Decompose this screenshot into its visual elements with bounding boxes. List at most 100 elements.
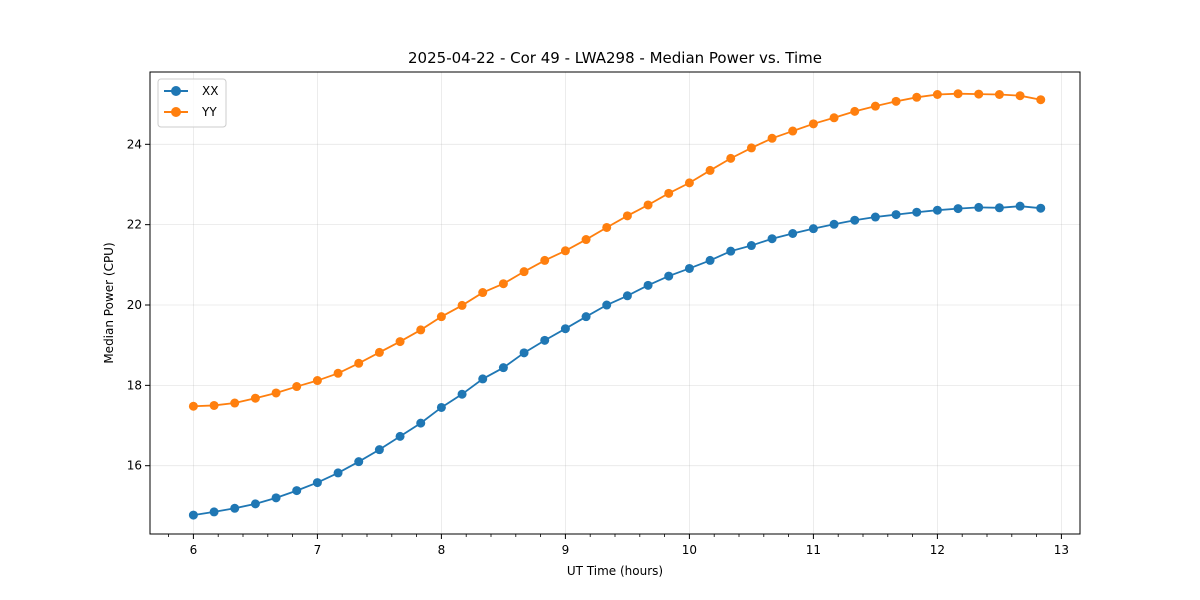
data-point-yy [622, 211, 632, 221]
data-point-xx [436, 402, 446, 412]
legend-marker-yy [171, 107, 181, 117]
legend-label-xx: XX [202, 84, 218, 98]
data-point-yy [292, 382, 302, 392]
data-point-yy [994, 89, 1004, 99]
x-tick-label: 11 [806, 543, 821, 557]
data-point-xx [250, 499, 260, 509]
data-point-xx [416, 418, 426, 428]
data-point-xx [788, 228, 798, 238]
series-layer [188, 89, 1046, 520]
data-point-yy [1015, 91, 1025, 101]
data-point-xx [932, 205, 942, 215]
data-point-xx [1015, 201, 1025, 211]
data-point-yy [643, 200, 653, 210]
data-point-yy [395, 337, 405, 347]
data-point-yy [374, 347, 384, 357]
data-point-yy [436, 312, 446, 322]
data-point-xx [953, 204, 963, 214]
y-axis-label: Median Power (CPU) [102, 242, 116, 363]
data-point-xx [560, 324, 570, 334]
data-point-yy [953, 89, 963, 99]
data-point-yy [581, 235, 591, 245]
data-point-xx [395, 431, 405, 441]
data-point-yy [250, 393, 260, 403]
data-point-xx [333, 468, 343, 478]
data-point-yy [746, 143, 756, 153]
data-point-xx [767, 234, 777, 244]
data-point-yy [808, 119, 818, 129]
data-point-yy [1036, 95, 1046, 105]
data-point-yy [767, 133, 777, 143]
series-yy [188, 89, 1046, 411]
x-tick-label: 9 [562, 543, 570, 557]
data-point-yy [209, 400, 219, 410]
data-point-yy [602, 222, 612, 232]
data-point-xx [1036, 203, 1046, 213]
data-point-yy [271, 388, 281, 398]
x-axis-label: UT Time (hours) [567, 564, 663, 578]
data-point-yy [560, 246, 570, 256]
data-point-yy [788, 126, 798, 136]
data-point-xx [271, 493, 281, 503]
data-point-xx [850, 215, 860, 225]
data-point-xx [622, 291, 632, 301]
data-point-xx [829, 219, 839, 229]
data-point-xx [994, 203, 1004, 213]
data-point-yy [870, 101, 880, 111]
x-tick-label: 6 [190, 543, 198, 557]
data-point-xx [478, 374, 488, 384]
legend-label-yy: YY [201, 105, 217, 119]
legend-marker-xx [171, 86, 181, 96]
data-point-xx [498, 363, 508, 373]
data-point-yy [726, 153, 736, 163]
data-point-xx [870, 212, 880, 222]
data-point-yy [540, 255, 550, 265]
y-tick-label: 24 [127, 137, 142, 151]
data-point-yy [705, 165, 715, 175]
data-point-xx [354, 457, 364, 467]
x-tick-label: 13 [1054, 543, 1069, 557]
data-point-xx [519, 348, 529, 358]
data-point-xx [602, 300, 612, 310]
data-point-yy [684, 178, 694, 188]
y-tick-label: 18 [127, 378, 142, 392]
data-point-yy [498, 279, 508, 289]
data-point-yy [354, 358, 364, 368]
data-point-xx [643, 280, 653, 290]
data-point-yy [912, 92, 922, 102]
grid [150, 72, 1080, 534]
data-point-yy [932, 89, 942, 99]
x-tick-label: 8 [438, 543, 446, 557]
y-tick-label: 16 [127, 459, 142, 473]
y-tick-label: 22 [127, 218, 142, 232]
legend-entry-xx: XX [164, 84, 218, 98]
x-tick-label: 10 [682, 543, 697, 557]
data-point-yy [974, 89, 984, 99]
data-point-xx [912, 207, 922, 217]
data-point-yy [312, 376, 322, 386]
data-point-yy [333, 368, 343, 378]
chart-title: 2025-04-22 - Cor 49 - LWA298 - Median Po… [408, 49, 822, 67]
data-point-yy [891, 96, 901, 106]
data-point-xx [808, 224, 818, 234]
data-point-yy [457, 300, 467, 310]
data-point-xx [292, 486, 302, 496]
data-point-yy [664, 188, 674, 198]
data-point-xx [746, 241, 756, 251]
data-point-xx [209, 507, 219, 517]
y-tick-label: 20 [127, 298, 142, 312]
legend: XX YY [157, 78, 227, 128]
data-point-yy [416, 325, 426, 335]
data-point-yy [829, 113, 839, 123]
data-point-xx [581, 312, 591, 322]
data-point-yy [188, 401, 198, 411]
data-point-xx [726, 246, 736, 256]
data-point-xx [188, 510, 198, 520]
data-point-xx [705, 255, 715, 265]
series-xx [188, 201, 1046, 520]
data-point-yy [519, 267, 529, 277]
data-point-yy [230, 398, 240, 408]
axis-ticks: 6 7 8 9 10 11 12 13 16 18 20 22 24 [127, 137, 1069, 557]
x-tick-label: 7 [314, 543, 322, 557]
data-point-xx [312, 478, 322, 488]
